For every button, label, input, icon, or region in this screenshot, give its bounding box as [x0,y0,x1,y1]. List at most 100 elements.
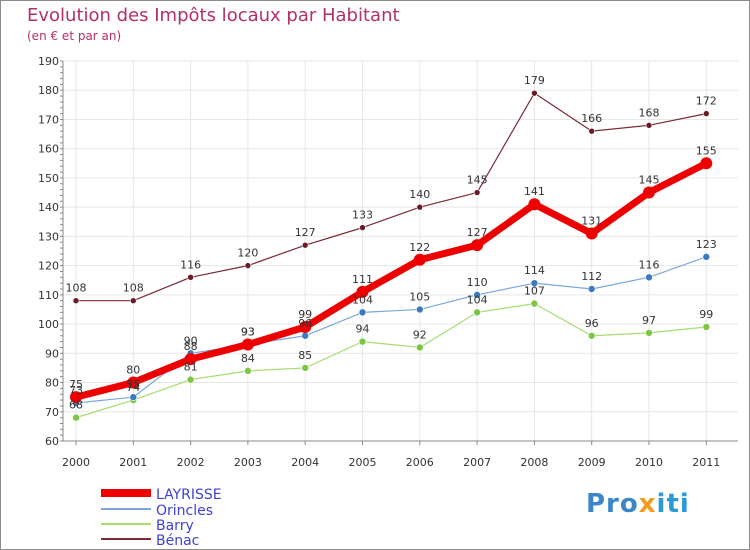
data-point [645,273,653,282]
x-tick-label: 2009 [578,456,606,469]
x-tick-label: 2006 [406,456,434,469]
data-label: 92 [413,328,427,341]
data-point [587,285,596,293]
data-point [645,329,653,337]
data-label: 105 [409,290,430,303]
data-label: 99 [699,308,713,321]
data-label: 116 [639,258,660,271]
data-point [645,122,653,129]
data-point [473,308,481,317]
data-label: 131 [581,214,602,227]
data-label: 93 [241,326,255,339]
series-line [72,159,710,401]
data-point [471,239,484,252]
x-tick-label: 2000 [62,456,90,469]
data-label: 104 [352,293,373,306]
data-point [415,305,424,314]
data-point [301,241,309,249]
data-point [184,353,197,366]
data-point [72,297,80,304]
legend-label: Orincles [156,503,213,519]
x-tick-label: 2001 [119,456,147,469]
data-label: 90 [184,334,198,347]
data-label: 108 [123,282,144,295]
data-point [72,413,80,422]
data-label: 145 [467,174,488,187]
y-tick-label: 60 [45,435,59,448]
data-point [358,337,367,346]
data-label: 155 [696,144,717,157]
data-label: 127 [295,226,316,239]
data-label: 88 [184,340,198,353]
data-point [130,297,137,304]
data-point [700,157,713,170]
data-point [530,279,539,287]
logo-part-1: Pro [586,489,639,519]
data-label: 110 [467,276,488,289]
data-label: 123 [696,238,717,251]
data-label: 133 [352,209,373,222]
data-point [301,364,310,372]
data-point [588,127,596,135]
data-label: 84 [241,352,255,365]
data-point [244,262,252,269]
x-tick-label: 2007 [463,456,491,469]
data-label: 74 [126,381,140,394]
data-label: 68 [69,399,83,412]
data-label: 80 [126,364,140,377]
data-label: 75 [126,378,140,391]
x-tick-label: 2010 [635,456,663,469]
data-point [129,393,138,401]
legend-label: Bénac [156,533,199,549]
data-point [416,203,424,211]
data-label: 73 [69,384,83,397]
data-label: 145 [639,174,660,187]
data-label: 112 [581,270,602,283]
data-label: 127 [467,226,488,239]
data-point [702,110,710,117]
data-label: 104 [467,293,488,306]
data-label: 140 [409,188,430,201]
data-point [587,331,596,340]
logo-part-3: iti [656,489,690,519]
proxiti-logo: Proxiti [586,489,690,519]
data-point [473,291,481,299]
data-point [299,321,312,333]
data-label: 166 [581,112,602,125]
data-point [186,375,195,384]
data-point [70,391,82,404]
data-label: 75 [69,378,83,391]
data-label: 94 [356,323,370,336]
data-label: 81 [184,361,198,374]
y-tick-label: 190 [38,55,59,68]
y-tick-label: 100 [38,318,59,331]
x-tick-label: 2005 [349,456,377,469]
data-label: 111 [352,273,373,286]
data-label: 96 [585,317,599,330]
data-point [358,308,367,317]
data-point [301,331,310,340]
data-label: 141 [524,185,545,198]
data-label: 172 [696,95,717,108]
data-point [643,186,655,199]
data-label: 116 [180,258,201,271]
data-label: 179 [524,74,545,87]
y-tick-label: 180 [38,84,59,97]
y-tick-label: 90 [45,347,59,360]
data-point [187,274,194,281]
x-tick-label: 2008 [520,456,548,469]
data-label: 99 [298,308,312,321]
data-label: 168 [639,106,660,119]
data-label: 122 [409,241,430,254]
y-tick-label: 110 [38,289,59,302]
x-tick-label: 2002 [177,456,205,469]
data-point [528,198,541,211]
data-point [473,189,481,196]
data-point [356,285,369,298]
data-label: 107 [524,285,545,298]
data-point [415,343,424,352]
data-point [702,323,711,331]
data-point [702,253,711,261]
y-tick-label: 140 [38,201,59,214]
